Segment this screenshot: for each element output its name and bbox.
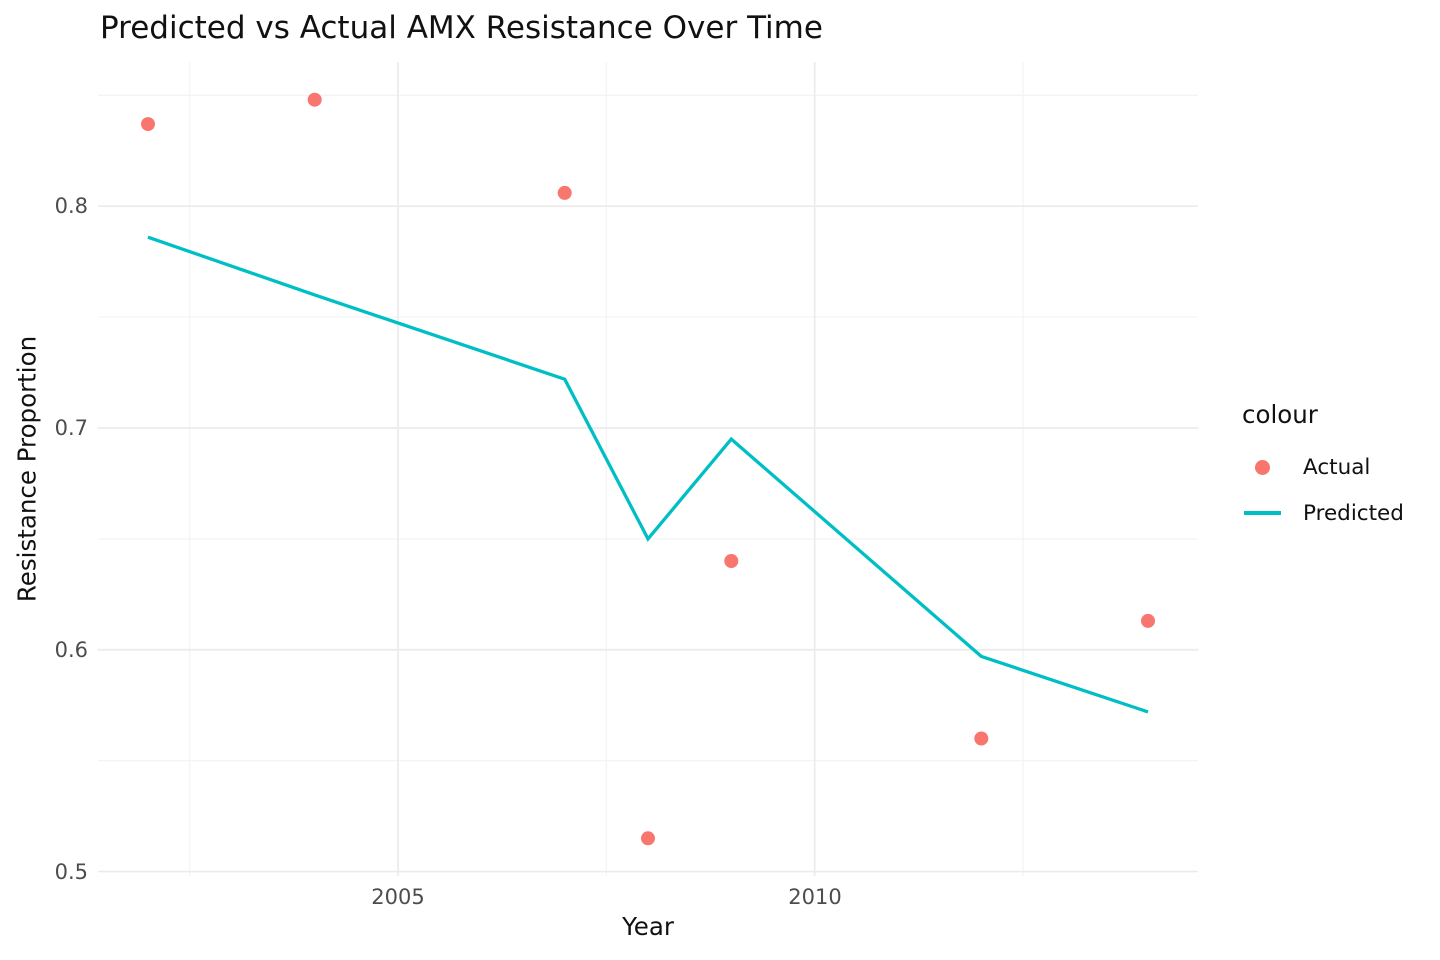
actual-point [974, 731, 989, 746]
actual-point [307, 92, 322, 107]
legend: colour Actual Predicted [1242, 400, 1404, 536]
y-axis-title: Resistance Proportion [12, 335, 42, 603]
legend-title: colour [1242, 400, 1318, 429]
actual-point-icon [1254, 459, 1270, 475]
x-tick-label: 2005 [371, 885, 425, 909]
y-tick-label: 0.8 [54, 194, 88, 218]
actual-point [557, 185, 572, 200]
actual-point [1141, 613, 1155, 628]
y-tick-label: 0.5 [54, 860, 88, 884]
plot-title: Predicted vs Actual AMX Resistance Over … [100, 10, 823, 46]
legend-key-actual [1242, 447, 1282, 487]
x-tick-label: 2010 [788, 885, 842, 909]
actual-point [141, 117, 155, 132]
actual-point [724, 554, 739, 568]
predicted-line [147, 235, 1149, 714]
legend-label-predicted: Predicted [1303, 500, 1404, 526]
x-axis-title: Year [622, 912, 674, 941]
actual-point [641, 831, 655, 846]
legend-key-predicted [1242, 493, 1282, 533]
y-tick-label: 0.7 [54, 416, 88, 440]
y-tick-label: 0.6 [54, 638, 88, 662]
legend-item-actual: Actual [1242, 444, 1404, 490]
legend-item-predicted: Predicted [1242, 490, 1404, 536]
predicted-line-icon [1243, 511, 1281, 515]
legend-label-actual: Actual [1303, 454, 1371, 480]
